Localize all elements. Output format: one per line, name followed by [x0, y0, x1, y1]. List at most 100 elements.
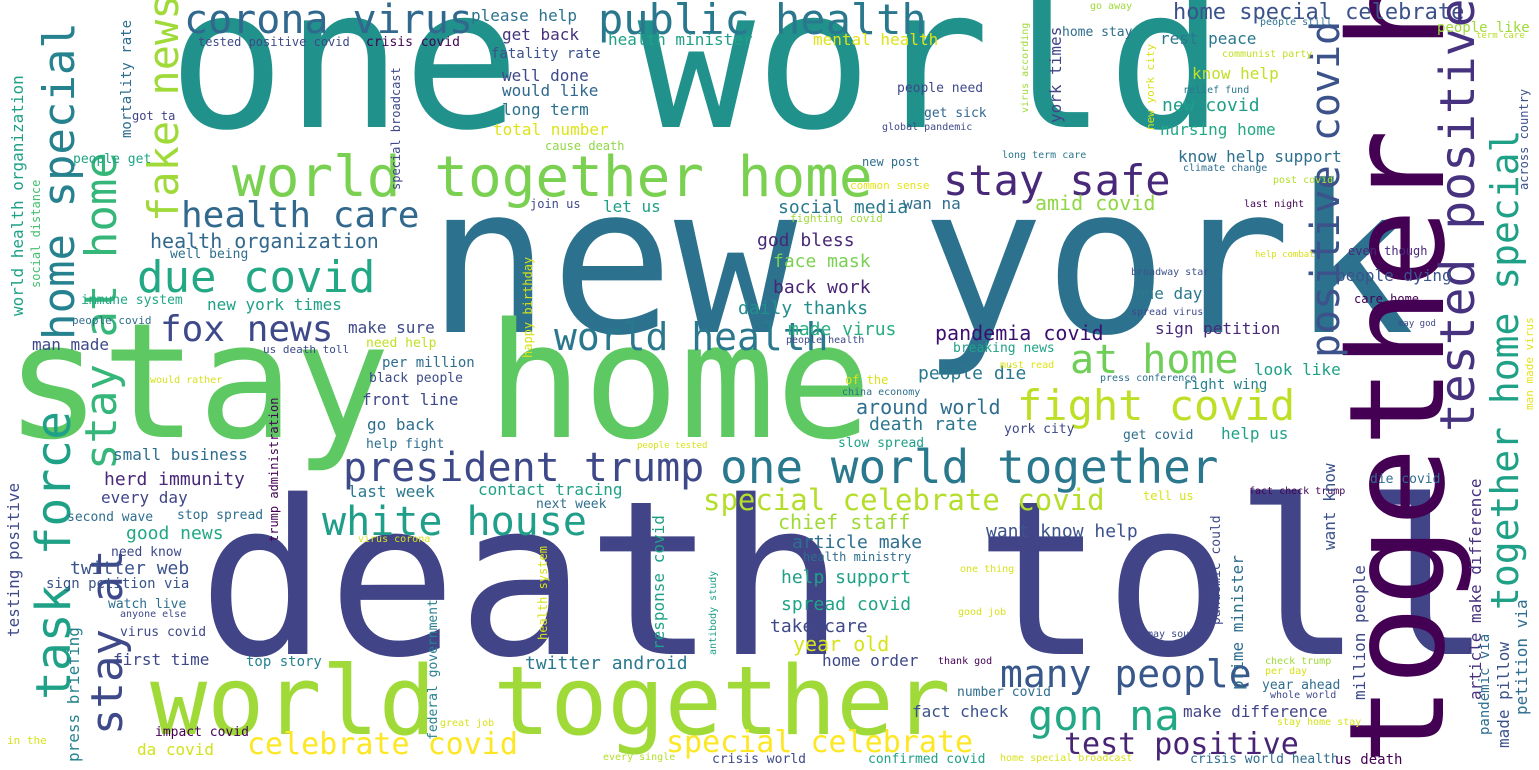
word: federal government	[426, 599, 441, 740]
word: pandemic could	[1209, 515, 1224, 625]
word: long term care	[1002, 150, 1087, 161]
word: due covid	[137, 252, 376, 303]
word: nursing home	[1160, 120, 1276, 139]
word: black people	[369, 371, 463, 386]
word: crisis covid	[366, 35, 460, 50]
word: let us	[603, 197, 661, 216]
word: know help support	[1178, 147, 1342, 166]
word: fox news	[160, 309, 334, 350]
word: confirmed covid	[868, 752, 986, 767]
word: long term	[502, 100, 589, 119]
word: new covid	[1162, 95, 1260, 116]
word: common sense	[850, 179, 930, 192]
word: well done	[502, 66, 589, 85]
word: help fight	[366, 437, 445, 452]
word: need know	[111, 545, 182, 560]
word: global pandemic	[882, 122, 973, 133]
word: white house	[322, 499, 587, 545]
word: people dying	[1336, 266, 1452, 285]
word: communist party	[1222, 49, 1313, 60]
word: make difference	[1183, 702, 1328, 721]
word: wan na	[903, 194, 961, 213]
word: may soul	[1147, 629, 1196, 640]
word: celebrate covid	[247, 727, 518, 762]
word: want know	[1320, 463, 1339, 550]
word: fact check trump	[1249, 486, 1346, 497]
word: new york	[427, 143, 1415, 381]
word: tested positive covid	[198, 35, 350, 49]
word: look like	[1254, 360, 1341, 379]
word: great job	[440, 718, 495, 729]
word: social media	[778, 197, 909, 218]
word: total number	[493, 120, 609, 139]
word: one world together	[720, 440, 1219, 494]
word: people still	[1260, 17, 1333, 28]
word: public health	[598, 0, 927, 44]
word: antibody study	[708, 570, 719, 655]
word: one world	[168, 0, 1225, 173]
word: home special broadcast	[1000, 753, 1133, 764]
word: post covid	[1273, 175, 1334, 186]
word: help combat	[1255, 250, 1315, 260]
word: would rather	[150, 375, 223, 386]
word: in the	[7, 734, 47, 747]
word: health organization	[150, 229, 379, 253]
word: care home	[1354, 292, 1420, 306]
word: prime minister	[1228, 555, 1247, 690]
word: immune system	[81, 293, 183, 308]
word: social distance	[29, 179, 43, 288]
word: world together home	[232, 145, 873, 210]
word: must read	[1000, 360, 1055, 371]
word: stay at home	[76, 152, 127, 470]
word: health system	[536, 546, 550, 640]
word: da covid	[137, 740, 215, 759]
word: want know help	[986, 521, 1138, 542]
word: please help	[471, 6, 577, 25]
word: virus covid	[120, 625, 207, 640]
word: help support	[781, 567, 912, 588]
word: small business	[113, 445, 248, 464]
word: crisis world	[712, 752, 806, 767]
word: people covid	[72, 314, 152, 327]
word: per day	[1265, 666, 1308, 677]
word: fight covid	[1017, 381, 1296, 430]
word: people die	[918, 363, 1027, 384]
word: us death	[1335, 752, 1403, 768]
word: crisis world health	[1190, 752, 1339, 767]
word: year ahead	[1262, 678, 1341, 693]
word: new york city	[1144, 43, 1157, 130]
word: many people	[1000, 652, 1252, 696]
word: even though	[1348, 244, 1428, 258]
word: good job	[958, 607, 1007, 618]
word: virus corona	[358, 534, 431, 545]
word: slow spread	[838, 436, 925, 451]
word: together home special	[1483, 129, 1527, 610]
word: sign petition via	[46, 576, 190, 592]
word: press conference	[1100, 373, 1197, 384]
word: cause death	[545, 139, 625, 153]
word: trump administration	[267, 397, 281, 543]
word: fact check	[912, 702, 1009, 721]
word: get back	[502, 25, 580, 44]
word: broadway star	[1131, 267, 1210, 278]
word: would like	[502, 81, 599, 100]
word: face mask	[773, 251, 871, 272]
word: new york times	[207, 295, 342, 314]
word: daily thanks	[738, 298, 869, 319]
word: year old	[793, 632, 890, 656]
word: man made virus	[1523, 317, 1536, 410]
word: death rate	[869, 414, 978, 435]
word: make sure	[348, 318, 435, 337]
word: stay home stay	[1277, 717, 1362, 728]
word: made pillow	[1494, 642, 1513, 748]
word: mental health	[813, 30, 939, 49]
word: world health organization	[8, 75, 27, 316]
word: made virus	[788, 319, 897, 340]
word: good news	[126, 523, 224, 544]
word: number covid	[957, 685, 1051, 700]
word: spread virus	[1131, 307, 1204, 318]
word: virus according	[1020, 22, 1031, 113]
word: world together	[150, 647, 951, 757]
word: york city	[1004, 422, 1075, 437]
word: us death toll	[263, 343, 350, 356]
